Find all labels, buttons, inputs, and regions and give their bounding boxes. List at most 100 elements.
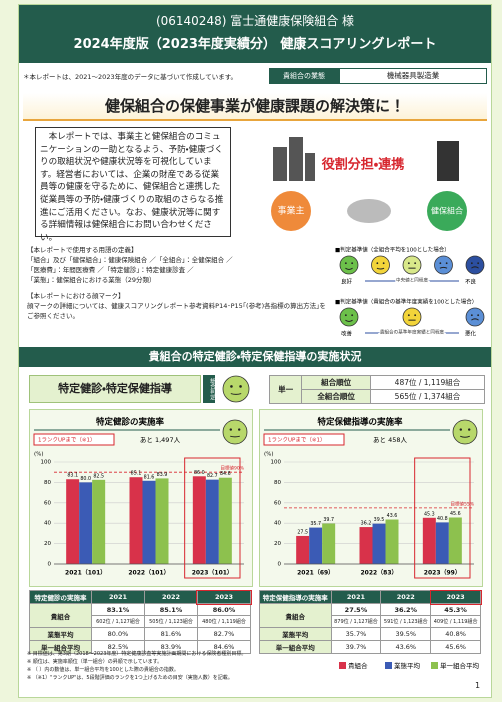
face-eye (471, 262, 473, 264)
footnotes: ※ 目標値は、第3期（2018～2023年度）特定健康診査等実施計画期間における… (27, 650, 327, 682)
face (223, 420, 247, 444)
bar-value-label: 43.6 (387, 513, 398, 519)
face (372, 256, 390, 274)
terms-line: 「業態」：健保組合における業態（29分類） (27, 275, 233, 285)
cell: 80.0% (91, 628, 144, 641)
summary-face (219, 373, 253, 405)
row-label: 業態平均 (260, 628, 332, 641)
cell: 43.6% (381, 641, 431, 654)
y-tick-label: 20 (274, 541, 281, 547)
cell: 39.5% (381, 628, 431, 641)
table-wrap: 特定健診の実施率202120222023貴組合83.1%85.1%86.0%60… (29, 590, 251, 654)
rank-cell: 409位 / 1,119組合 (431, 616, 481, 628)
face-legend: ■判定基準値（全組合平均を100とした場合）良好中央値と同程度不良■判定基準値（… (335, 245, 489, 345)
footnote: ※ （ ）内の数値は、単一組合平均を100とした際の貴組合の指数。 (27, 666, 327, 674)
table-row: 業態平均80.0%81.6%82.7% (30, 628, 251, 641)
terms-line: 「組合」及び「健保組合」：健康保険組合 ／「全組合」：全健保組合 ／ (27, 255, 233, 265)
bar (296, 536, 309, 564)
face-eye (408, 314, 410, 316)
rank-label: 1ランクUPまで（※1） (38, 437, 95, 444)
bar-value-label: 39.5 (374, 517, 385, 523)
bar (436, 522, 449, 564)
row-label: 貴組合 (260, 604, 332, 628)
terms-heading: 【本レポートで使用する用語の定義】 (27, 245, 233, 255)
target-label: 目標値55% (450, 500, 474, 507)
summary-label: 特定健診・特定保健指導 (29, 375, 201, 403)
cell: 40.8% (431, 628, 481, 641)
face (403, 256, 421, 274)
cell: 45.6% (431, 641, 481, 654)
x-tick-label: 2022（101） (128, 569, 169, 577)
y-tick-label: 80 (44, 480, 51, 486)
y-tick-label: 60 (274, 500, 281, 506)
face-eye (414, 314, 416, 316)
building-icon (437, 141, 459, 181)
face (435, 256, 453, 274)
bar-value-label: 36.2 (361, 521, 372, 527)
section-title: 貴組合の特定健診・特定保健指導の実施状況 (19, 347, 491, 367)
bar (309, 528, 322, 564)
footnote: ※ 順位は、実施率順位（単一組合）の昇順で示しています。 (27, 658, 327, 666)
rank-cell: 602位 / 1,127組合 (91, 616, 144, 628)
face-legend-left: 改善 (341, 330, 353, 338)
y-tick-label: 60 (44, 500, 51, 506)
legend-label: 貴組合 (348, 661, 368, 670)
header-code: (06140248) 富士通健康保険組合 様 (19, 12, 491, 29)
face-eye (345, 314, 347, 316)
bar (156, 478, 169, 564)
handshake-icon (347, 199, 391, 223)
header: (06140248) 富士通健康保険組合 様 2024年度版（2023年度実績分… (19, 5, 491, 63)
bar (423, 518, 436, 564)
header-title: 2024年度版（2023年度実績分） 健康スコアリングレポート (19, 33, 491, 52)
bar (219, 478, 232, 564)
bar (92, 480, 105, 564)
face-eye (345, 262, 347, 264)
y-tick-label: 40 (44, 521, 51, 527)
table-header: 2023 (197, 591, 250, 604)
legend-label: 業態平均 (394, 661, 421, 670)
y-tick-label: 80 (274, 480, 281, 486)
note: ＊本レポートは、2021～2023年度のデータに基づいて作成しています。 (23, 71, 237, 81)
summary-table: 単一組合順位487位 / 1,119組合 全組合順位565位 / 1,374組合 (269, 375, 485, 404)
rank-cell: 591位 / 1,123組合 (381, 616, 431, 628)
legend: 貴組合業態平均単一組合平均 (339, 659, 489, 673)
face-eye (383, 262, 385, 264)
legend-swatch (431, 662, 438, 669)
page: (06140248) 富士通健康保険組合 様 2024年度版（2023年度実績分… (0, 0, 502, 702)
bar-value-label: 40.8 (437, 516, 448, 522)
cell: 39.7% (331, 641, 381, 654)
face (403, 308, 421, 326)
data-table: 特定保健指導の実施率202120222023貴組合27.5%36.2%45.3%… (259, 590, 481, 654)
bar (193, 476, 206, 564)
rank-value: あと 1,497人 (140, 436, 181, 444)
diagram-right: 健保組合 (431, 206, 463, 216)
bar-value-label: 81.6 (144, 474, 155, 480)
target-label: 目標値90% (220, 465, 244, 472)
bar-value-label: 45.6 (450, 511, 461, 517)
y-tick-label: 40 (274, 521, 281, 527)
face-eye (468, 428, 470, 430)
industry-value: 機械器具製造業 (339, 68, 487, 84)
cell: 27.5% (331, 604, 381, 616)
diagram-left: 事業主 (277, 205, 304, 217)
face-eye (230, 428, 232, 430)
footnote: ※ 目標値は、第3期（2018～2023年度）特定健康診査等実施計画期間における… (27, 650, 327, 658)
faces-text: 顔マークの詳細については、健康スコアリングレポート参考資料P14･P15｢(参考… (27, 301, 327, 321)
bar-value-label: 82.5 (93, 473, 104, 479)
cell: 82.7% (197, 628, 250, 641)
chart-title: 特定健診の実施率 (96, 417, 165, 428)
face-eye (446, 262, 448, 264)
face-eye (477, 314, 479, 316)
bar (66, 479, 79, 564)
rank-value: あと 458人 (373, 436, 407, 444)
cell: 36.2% (381, 604, 431, 616)
table-header: 特定健診の実施率 (30, 591, 92, 604)
bar-value-label: 35.7 (310, 521, 321, 527)
face-eye (460, 428, 462, 430)
face-eye (376, 262, 378, 264)
table-header: 2022 (381, 591, 431, 604)
face-legend-left: 良好 (341, 278, 353, 286)
